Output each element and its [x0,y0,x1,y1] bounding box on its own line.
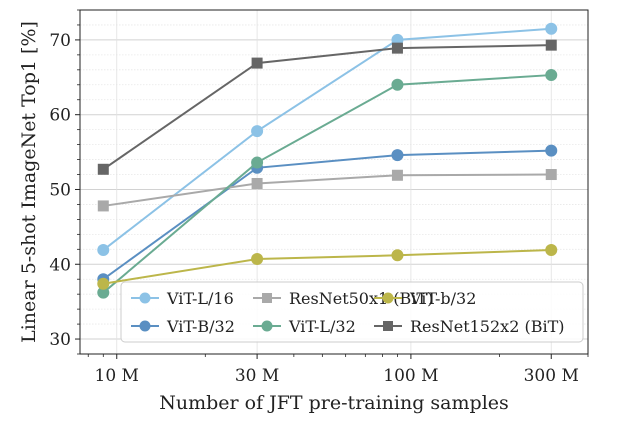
data-point [391,149,404,162]
legend-item: ViT-b/32 [374,289,476,308]
series-line [102,149,552,281]
series-line [103,249,552,285]
data-point [545,169,557,181]
legend-swatch-marker [383,321,393,331]
y-axis-label: Linear 5-shot ImageNet Top1 [%] [18,21,40,343]
x-tick-label: 300 M [524,366,579,386]
series-layer [97,22,558,299]
data-point [97,163,109,175]
data-point [545,22,558,35]
x-axis-label: Number of JFT pre-training samples [159,392,509,414]
tick-layer: 30 40 50 60 70 10 M 30 M 100 M 300 M [49,9,589,386]
y-tick-label: 50 [49,180,71,200]
data-point [251,156,264,169]
legend-swatch-marker [261,320,273,332]
legend-item: ViT-B/32 [131,317,235,336]
data-point [97,286,110,299]
legend-box [120,281,584,343]
data-point [251,253,264,266]
legend-label: ViT-L/32 [288,317,356,336]
data-point [545,244,558,257]
legend-swatch-marker [139,292,151,304]
data-point [391,249,404,262]
data-point [545,39,557,51]
legend-item: ViT-L/16 [131,289,234,308]
y-tick-label: 70 [49,31,71,51]
series-line [102,44,552,171]
x-tick-label: 10 M [95,366,139,386]
legend-swatch-marker [382,292,394,304]
data-point [251,57,263,69]
legend-item: ViT-L/32 [253,317,356,336]
legend-item: ResNet152x2 (BiT) [374,317,564,336]
series-resnet152x2-bit [97,39,557,175]
series-vit-b-32 [97,244,558,290]
x-tick-label: 100 M [383,366,438,386]
y-tick-label: 30 [49,330,71,350]
legend-label: ResNet50x1 (BiT) [289,289,433,308]
data-point [391,42,403,54]
data-point [97,244,110,257]
plot-area-frame [79,9,589,355]
y-tick-label: 40 [49,255,71,275]
data-point [545,144,558,157]
data-point [97,200,109,212]
series-vit-l-16 [97,22,558,257]
legend-label: ViT-L/16 [166,289,234,308]
data-point [97,277,110,290]
legend-label: ViT-b/32 [409,289,476,308]
legend: ViT-L/16 ViT-B/32 ResNet50x1 (BiT) ViT-L/32… [120,281,584,343]
legend-swatch-marker [262,293,272,303]
data-point [251,177,263,189]
series-line [102,27,552,251]
data-point [391,169,403,181]
legend-label: ViT-B/32 [166,317,235,336]
series-resnet50x1-bit [97,169,557,212]
data-point [391,78,404,91]
x-tick-label: 30 M [235,366,279,386]
data-point [545,69,558,82]
y-tick-label: 60 [49,106,71,126]
data-point [251,125,264,138]
legend-swatch-marker [139,320,151,332]
legend-label: ResNet152x2 (BiT) [410,317,564,336]
legend-item: ResNet50x1 (BiT) [253,289,433,308]
series-line [102,74,552,294]
series-line [103,173,552,207]
series-vit-l-32 [97,69,558,299]
